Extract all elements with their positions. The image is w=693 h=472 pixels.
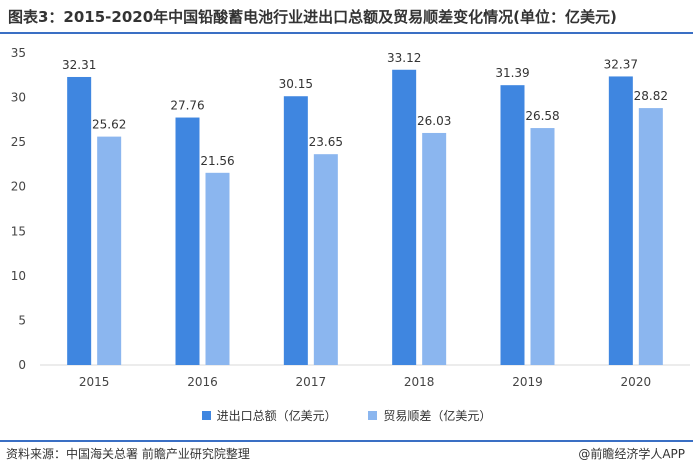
data-label-series-2: 26.03 — [417, 114, 451, 128]
bar-chart: 0 5 10 15 20 25 30 35 32.31 25.62 2015 27.76 21.56 20… — [11, 46, 690, 389]
data-label-series-2: 21.56 — [200, 154, 234, 168]
x-tick-label: 2015 — [79, 375, 110, 389]
source-note: 资料来源：中国海关总署 前瞻产业研究院整理 — [6, 447, 250, 461]
y-tick-label: 30 — [11, 91, 26, 105]
data-label-series-2: 25.62 — [92, 118, 126, 132]
bar-series-1 — [67, 76, 92, 365]
data-label-series-1: 27.76 — [170, 99, 204, 113]
bar-series-1 — [175, 117, 200, 365]
data-label-series-2: 23.65 — [309, 135, 343, 149]
legend-item-series-2: 贸易顺差（亿美元） — [368, 407, 491, 424]
legend-item-series-1: 进出口总额（亿美元） — [201, 407, 337, 424]
x-tick-label: 2019 — [512, 375, 543, 389]
legend: 进出口总额（亿美元） 贸易顺差（亿美元） — [0, 407, 693, 424]
legend-label-series-1: 进出口总额（亿美元） — [216, 409, 337, 423]
y-tick-label: 35 — [11, 46, 26, 60]
bar-series-2 — [97, 136, 122, 365]
y-tick-label: 20 — [11, 180, 26, 194]
legend-label-series-2: 贸易顺差（亿美元） — [383, 409, 492, 423]
bar-series-2 — [205, 172, 230, 365]
y-tick-label: 10 — [11, 269, 26, 283]
bar-series-1 — [608, 76, 633, 365]
brand-credit: @前瞻经济学人APP — [578, 447, 685, 461]
legend-swatch-series-2 — [368, 411, 378, 420]
data-label-series-1: 30.15 — [279, 77, 313, 91]
legend-swatch-series-1 — [201, 411, 211, 420]
bar-series-2 — [422, 132, 447, 365]
x-tick-label: 2018 — [404, 375, 435, 389]
bar-series-1 — [283, 96, 308, 365]
footer-rule — [0, 440, 693, 442]
y-tick-label: 15 — [11, 224, 26, 238]
title-rule — [0, 32, 693, 34]
y-tick-label: 0 — [18, 358, 26, 372]
x-tick-label: 2016 — [187, 375, 218, 389]
bar-series-1 — [392, 69, 417, 366]
data-label-series-2: 26.58 — [525, 109, 559, 123]
bar-series-2 — [638, 108, 663, 366]
data-label-series-1: 32.37 — [604, 57, 638, 71]
y-tick-label: 25 — [11, 135, 26, 149]
data-label-series-2: 28.82 — [634, 89, 668, 103]
bar-series-1 — [500, 85, 525, 365]
data-label-series-1: 33.12 — [387, 51, 421, 65]
y-tick-label: 5 — [18, 313, 26, 327]
bar-series-2 — [530, 128, 555, 365]
bar-series-2 — [313, 154, 338, 365]
data-label-series-1: 32.31 — [62, 58, 96, 72]
x-tick-label: 2020 — [621, 375, 652, 389]
x-tick-label: 2017 — [296, 375, 327, 389]
data-label-series-1: 31.39 — [495, 66, 529, 80]
chart-title: 图表3：2015-2020年中国铅酸蓄电池行业进出口总额及贸易顺差变化情况(单位… — [8, 8, 617, 26]
